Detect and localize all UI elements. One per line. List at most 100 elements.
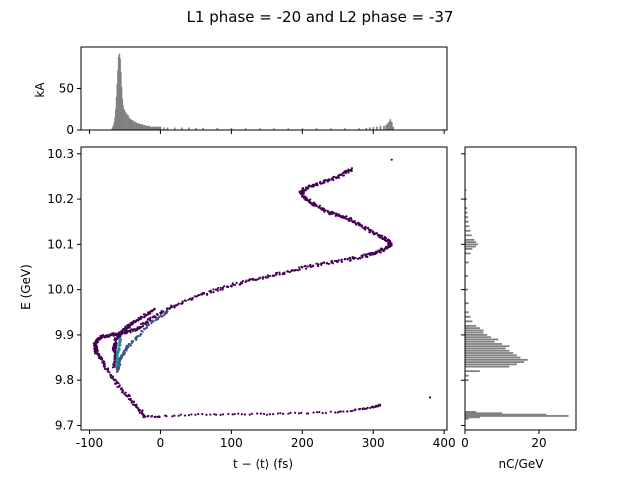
- scatter-point: [250, 412, 254, 415]
- scatter-point: [298, 268, 301, 271]
- scatter-point: [344, 172, 347, 175]
- scatter-point: [333, 259, 337, 263]
- right-hist-bar: [465, 363, 517, 366]
- scatter-point: [371, 405, 374, 408]
- scatter-point: [329, 410, 332, 413]
- scatter-point: [143, 315, 146, 318]
- top-hist-bar: [141, 124, 143, 130]
- scatter-point: [302, 188, 305, 191]
- scatter-point: [226, 285, 229, 288]
- right-hist-bar: [465, 234, 472, 237]
- right-hist-bar: [465, 324, 477, 327]
- top-hist-bar: [301, 128, 304, 130]
- scatter-point: [196, 294, 199, 297]
- scatter-point: [139, 317, 142, 321]
- scatter-point: [311, 264, 315, 267]
- scatter-point: [327, 210, 330, 213]
- scatter-point: [95, 348, 99, 351]
- right-hist-bar: [465, 198, 467, 200]
- right-x-tick-label: 0: [461, 436, 469, 450]
- main-y-tick-label: 10.2: [47, 192, 74, 206]
- scatter-point: [264, 276, 267, 279]
- right-hist-bar: [465, 211, 468, 214]
- scatter-point: [243, 413, 246, 416]
- scatter-point: [99, 355, 103, 358]
- scatter-point: [108, 333, 111, 336]
- scatter-point: [316, 264, 320, 267]
- right-hist-bar: [465, 374, 469, 377]
- right-hist-bar: [465, 361, 525, 363]
- scatter-point: [145, 326, 148, 329]
- scatter-point: [297, 412, 301, 415]
- main-y-tick-label: 9.9: [55, 328, 74, 342]
- scatter-point: [227, 412, 230, 416]
- scatter-point: [266, 276, 270, 279]
- top-hist-bar: [389, 119, 392, 130]
- scatter-point: [256, 412, 259, 415]
- scatter-point: [344, 169, 347, 172]
- scatter-point: [212, 288, 215, 291]
- top-hist-bar: [344, 128, 346, 130]
- right-hist-bar: [465, 365, 510, 368]
- scatter-point: [109, 375, 112, 379]
- scatter-point: [94, 341, 97, 344]
- top-hist-bar: [202, 127, 204, 130]
- scatter-point: [334, 411, 337, 414]
- top-hist-bar: [244, 128, 247, 130]
- right-hist-bar: [465, 207, 468, 210]
- scatter-point: [179, 413, 182, 416]
- scatter-point: [364, 255, 368, 258]
- scatter-point: [147, 414, 150, 418]
- scatter-point: [328, 211, 331, 214]
- scatter-point: [312, 411, 315, 414]
- scatter-point: [298, 190, 301, 193]
- scatter-point: [337, 176, 341, 179]
- scatter-point: [364, 228, 367, 231]
- scatter-point: [339, 410, 342, 413]
- scatter-point: [142, 324, 145, 328]
- scatter-point: [304, 264, 307, 268]
- top-hist-bar: [152, 126, 155, 130]
- scatter-point: [129, 398, 132, 401]
- scatter-point: [102, 360, 105, 363]
- scatter-point: [337, 259, 340, 262]
- scatter-point: [324, 179, 327, 182]
- scatter-point: [235, 281, 238, 285]
- right-hist-bar: [465, 336, 491, 339]
- scatter-point: [340, 258, 343, 261]
- right-hist-bar: [465, 245, 477, 248]
- scatter-point: [134, 328, 138, 331]
- scatter-point: [268, 413, 271, 416]
- scatter-point: [313, 184, 316, 187]
- scatter-point: [335, 260, 338, 263]
- scatter-point-dense: [116, 354, 119, 357]
- scatter-point: [272, 274, 275, 277]
- scatter-point: [332, 178, 335, 182]
- top-hist-bar: [385, 125, 387, 130]
- scatter-point: [351, 409, 354, 412]
- scatter-point: [149, 316, 152, 319]
- scatter-point: [145, 320, 148, 323]
- scatter-point: [293, 411, 297, 415]
- right-hist-bar: [465, 315, 471, 318]
- scatter-point: [135, 403, 138, 406]
- main-y-tick-label: 10.1: [47, 237, 74, 251]
- scatter-point: [194, 413, 197, 416]
- scatter-point: [116, 385, 119, 388]
- scatter-point: [377, 249, 380, 252]
- scatter-point: [165, 415, 168, 418]
- scatter-point: [354, 408, 357, 411]
- top-hist-bar: [386, 123, 389, 130]
- top-hist-bar: [155, 126, 158, 130]
- top-hist-bar: [131, 120, 133, 130]
- scatter-point: [340, 260, 344, 263]
- scatter-point: [197, 412, 200, 416]
- scatter-point: [118, 331, 121, 335]
- scatter-point: [144, 313, 147, 316]
- scatter-point: [317, 205, 320, 208]
- scatter-point: [367, 226, 370, 230]
- scatter-point: [306, 412, 310, 415]
- scatter-point: [158, 415, 161, 419]
- scatter-point: [141, 322, 145, 325]
- scatter-point: [324, 209, 327, 212]
